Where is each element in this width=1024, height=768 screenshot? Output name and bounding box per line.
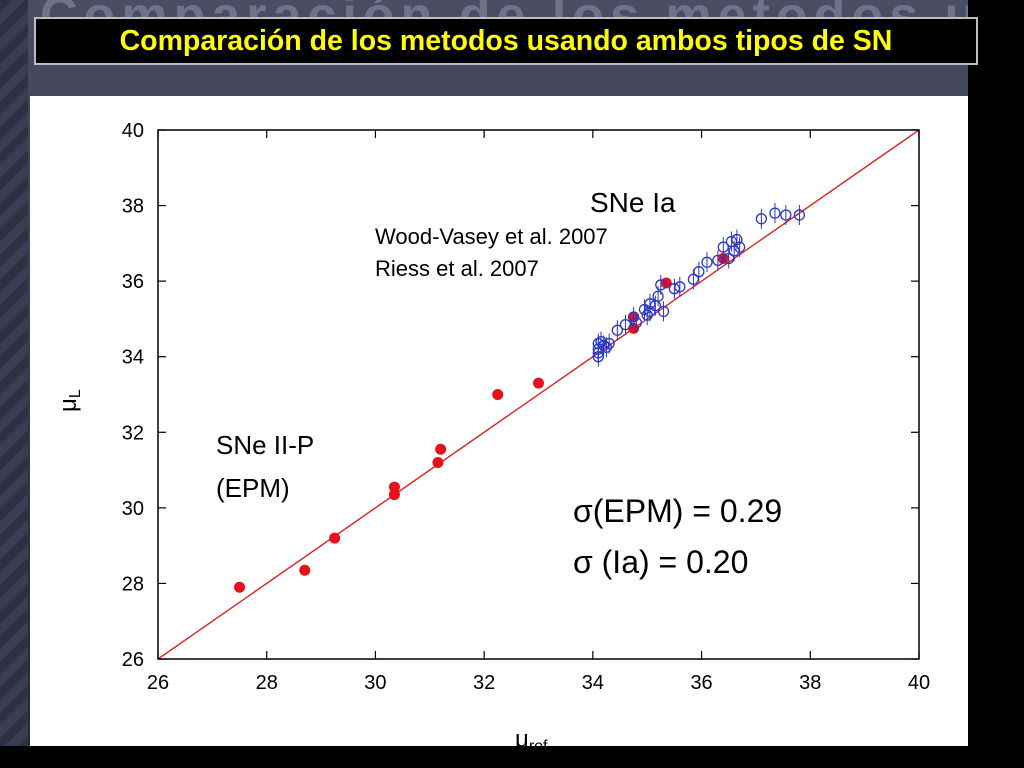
snia-point-10 [630,317,642,329]
y-tick-label-3: 32 [122,422,144,444]
y-tick-label-0: 26 [122,649,144,671]
snii-point-4 [388,489,400,501]
snia-point-8 [611,324,623,336]
snia-point-26 [717,241,729,253]
snia-point-30 [733,241,746,253]
chart-panel: 26 28 30 32 34 36 38 40 26 28 30 32 34 36 38 40 μref μL… [30,96,968,746]
snia-point-28 [731,233,743,246]
snia-point-31 [723,252,735,265]
snia-point-32 [755,213,768,225]
tick-labels: 26 28 30 32 34 36 38 40 26 28 30 32 34 36 38 40 [122,120,930,694]
x-tick-label-1: 28 [256,672,278,694]
snii-point-2 [329,532,341,544]
snia-reference-2: Riess et al. 2007 [375,256,539,281]
snia-title: SNe Ia [590,187,676,218]
slide-title-banner: Comparación de los metodos usando ambos … [34,17,978,65]
snia-point-19 [655,279,667,291]
sigma-epm-label: σ(EPM) = 0.29 [573,493,782,529]
snii-point-6 [435,443,447,455]
x-axis-label: μref [515,726,548,746]
series-snii-points [234,252,729,593]
y-axis-label: μL [55,389,84,412]
sigma-ia-label: σ (Ia) = 0.20 [573,544,748,580]
snii-point-0 [234,581,246,593]
snii-point-8 [533,377,544,389]
snia-point-25 [712,254,724,267]
snii-label-line1: SNe II-P [216,430,314,460]
plot-frame [157,129,920,660]
x-tick-label-4: 34 [582,672,604,694]
slide-left-stripes [0,0,28,768]
y-tick-label-1: 28 [122,573,144,595]
snii-point-1 [299,564,311,576]
snii-point-7 [492,389,504,400]
slide-title: Comparación de los metodos usando ambos … [119,24,893,57]
x-tick-label-6: 38 [799,672,821,694]
snia-point-35 [793,209,806,221]
y-tick-label-4: 34 [122,347,144,369]
series-snia-points [592,203,806,367]
x-tick-label-7: 40 [908,672,930,694]
x-tick-label-2: 30 [364,672,386,694]
snia-point-21 [674,281,686,293]
snia-point-24 [701,256,713,268]
snia-point-18 [657,305,670,318]
snia-reference-1: Wood-Vasey et al. 2007 [375,224,608,249]
plot-area [158,130,919,659]
snia-point-34 [780,209,792,221]
scatter-chart: 26 28 30 32 34 36 38 40 26 28 30 32 34 36 38 40 μref μL… [55,120,930,746]
slide-bottom-border [0,746,1024,768]
x-tick-label-3: 32 [473,672,495,694]
snia-point-33 [769,207,781,219]
snia-point-7 [603,337,615,350]
one-to-one-line [158,130,919,659]
y-tick-label-6: 38 [122,196,144,218]
snii-point-5 [432,457,444,469]
snia-point-9 [619,318,632,331]
x-tick-label-0: 26 [147,672,169,694]
y-tick-label-2: 30 [122,498,144,520]
slide-right-border [968,0,1024,768]
snii-label-line2: (EPM) [216,473,290,503]
y-tick-label-7: 40 [122,120,144,142]
snii-point-3 [388,481,400,493]
snia-point-23 [693,266,705,278]
snia-point-17 [652,290,664,302]
snia-point-16 [644,298,656,310]
y-tick-label-5: 36 [122,271,144,293]
x-tick-label-5: 36 [690,672,712,694]
snia-point-11 [627,311,640,323]
